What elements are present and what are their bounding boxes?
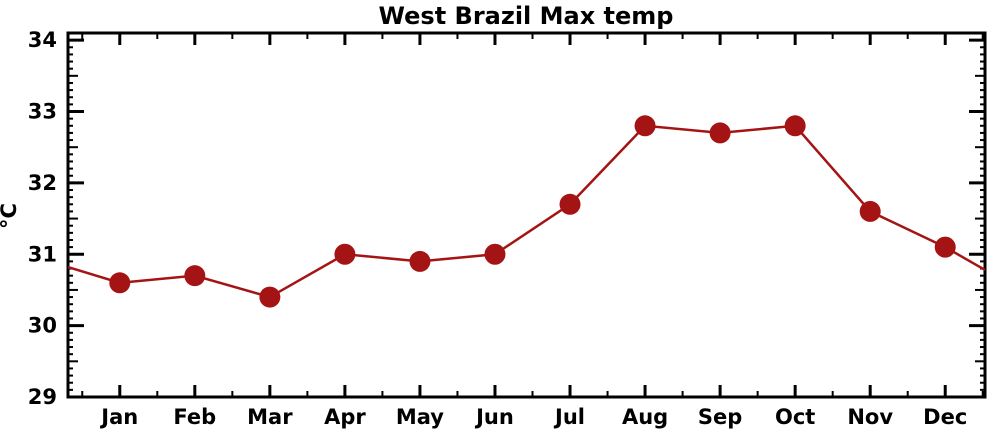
- data-line: [67, 124, 986, 299]
- y-tick-label: 32: [28, 171, 57, 195]
- x-tick-label: Apr: [324, 405, 366, 429]
- data-point-Jun: [484, 243, 506, 265]
- x-tick-label: Jan: [99, 405, 138, 429]
- plot-box: [66, 31, 987, 399]
- data-point-Mar: [259, 286, 281, 308]
- x-tick-label: Mar: [247, 405, 293, 429]
- y-tick-label: 30: [28, 314, 57, 338]
- x-tick-label: Jul: [553, 405, 585, 429]
- data-point-Nov: [859, 200, 881, 222]
- data-point-Oct: [784, 115, 806, 137]
- x-tick-label: Sep: [698, 405, 742, 429]
- y-tick-label: 34: [28, 28, 57, 52]
- x-tick-label: Feb: [173, 405, 216, 429]
- chart-title: West Brazil Max temp: [379, 2, 674, 30]
- data-point-Aug: [634, 115, 656, 137]
- data-point-May: [409, 250, 431, 272]
- x-tick-label: May: [396, 405, 444, 429]
- y-axis-label: °C: [0, 203, 21, 229]
- y-tick-label: 33: [28, 100, 57, 124]
- data-point-Dec: [934, 236, 956, 258]
- data-point-Apr: [334, 243, 356, 265]
- y-tick-label: 29: [28, 385, 57, 409]
- data-point-Jul: [559, 193, 581, 215]
- x-tick-label: Aug: [622, 405, 668, 429]
- x-tick-label: Jun: [474, 405, 514, 429]
- y-tick-label: 31: [28, 242, 57, 266]
- x-tick-label: Dec: [923, 405, 967, 429]
- data-point-Feb: [184, 265, 206, 287]
- data-point-Jan: [109, 272, 131, 294]
- data-point-Sep: [709, 122, 731, 144]
- axes: [66, 31, 987, 399]
- tick-labels: 29 30 31 32 33 34 Jan Feb Mar Apr May Jun Jul Aug Sep O…: [28, 28, 968, 429]
- x-tick-label: Nov: [847, 405, 893, 429]
- data-series: [67, 115, 986, 308]
- x-tick-label: Oct: [775, 405, 815, 429]
